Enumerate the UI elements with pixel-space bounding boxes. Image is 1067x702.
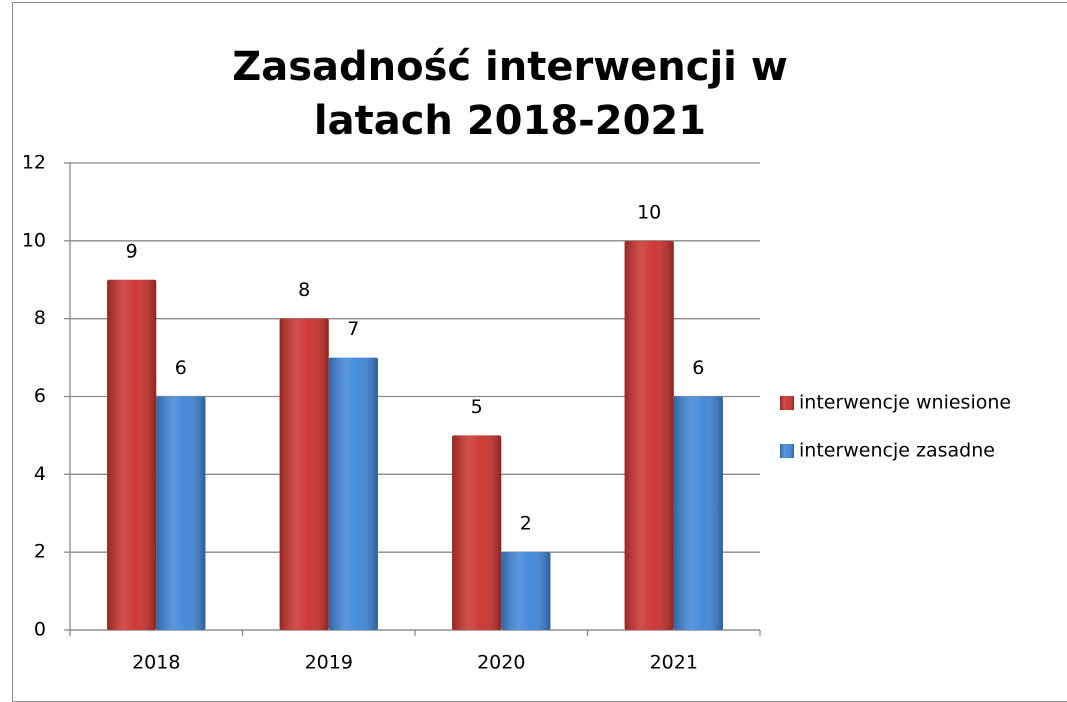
bar-shade [624, 240, 674, 631]
bar-shade [673, 396, 723, 630]
bar-shade [156, 396, 206, 630]
x-tick-label: 2019 [305, 652, 353, 674]
y-tick-label: 8 [34, 307, 46, 329]
data-label: 2 [520, 513, 532, 535]
legend-swatch-shade [780, 444, 794, 458]
y-tick-label: 10 [22, 229, 46, 251]
data-label: 9 [126, 240, 138, 262]
chart-title: Zasadność interwencji w latach 2018-2021 [232, 44, 788, 144]
y-tick-label: 6 [34, 385, 46, 407]
bar-shade [501, 552, 551, 630]
data-label: 6 [692, 357, 704, 379]
data-label: 6 [175, 357, 187, 379]
x-tick-label: 2020 [477, 652, 525, 674]
bar-shade [107, 279, 157, 630]
data-label: 10 [637, 201, 661, 223]
data-label: 5 [471, 396, 483, 418]
bar-shade [279, 318, 329, 630]
data-label: 7 [347, 318, 359, 340]
legend-swatch-shade [780, 396, 794, 410]
y-tick-label: 2 [34, 541, 46, 563]
y-tick-label: 4 [34, 463, 46, 485]
y-tick-label: 12 [22, 152, 46, 174]
bar-shade [328, 357, 378, 630]
legend-label: interwencje wniesione [799, 392, 1011, 414]
legend-label: interwencje zasadne [799, 440, 995, 462]
bar-shade [452, 435, 502, 630]
x-tick-label: 2021 [650, 652, 698, 674]
y-tick-label: 0 [34, 619, 46, 641]
x-tick-label: 2018 [132, 652, 180, 674]
data-label: 8 [298, 279, 310, 301]
